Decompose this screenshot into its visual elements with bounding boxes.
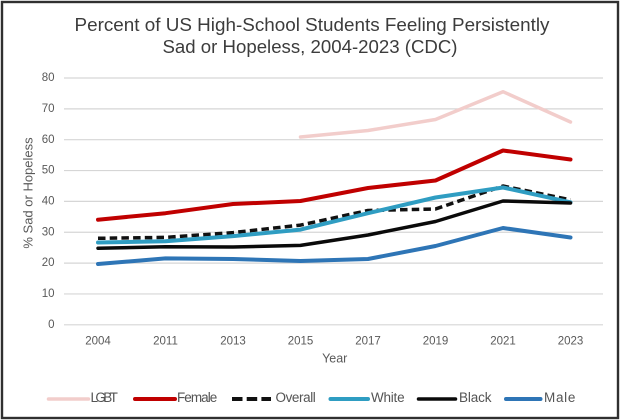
svg-text:80: 80 <box>42 72 55 84</box>
svg-text:Percent of US High-School Stud: Percent of US High-School Students Feeli… <box>75 14 551 35</box>
svg-text:60: 60 <box>42 134 55 146</box>
svg-text:LGBT: LGBT <box>91 390 118 405</box>
svg-text:0: 0 <box>48 319 54 331</box>
svg-text:Year: Year <box>322 352 347 366</box>
svg-text:40: 40 <box>42 196 55 208</box>
svg-text:2021: 2021 <box>490 336 516 348</box>
svg-text:% Sad or Hopeless: % Sad or Hopeless <box>21 137 36 249</box>
svg-text:Female: Female <box>177 390 217 405</box>
svg-text:10: 10 <box>42 288 55 300</box>
svg-text:Black: Black <box>459 390 492 405</box>
svg-text:Male: Male <box>544 390 575 405</box>
svg-text:2011: 2011 <box>153 336 178 348</box>
svg-text:2004: 2004 <box>85 336 111 348</box>
svg-text:30: 30 <box>42 226 55 238</box>
svg-text:50: 50 <box>42 165 55 177</box>
svg-text:20: 20 <box>42 257 55 269</box>
svg-text:2017: 2017 <box>355 336 381 348</box>
svg-text:Overall: Overall <box>276 390 316 405</box>
svg-text:2015: 2015 <box>288 336 314 348</box>
svg-text:2023: 2023 <box>558 336 584 348</box>
svg-text:2013: 2013 <box>220 336 246 348</box>
svg-text:Sad or Hopeless, 2004-2023 (CD: Sad or Hopeless, 2004-2023 (CDC) <box>163 36 458 57</box>
svg-text:70: 70 <box>42 103 55 115</box>
svg-text:White: White <box>371 390 405 405</box>
svg-text:2019: 2019 <box>423 336 449 348</box>
